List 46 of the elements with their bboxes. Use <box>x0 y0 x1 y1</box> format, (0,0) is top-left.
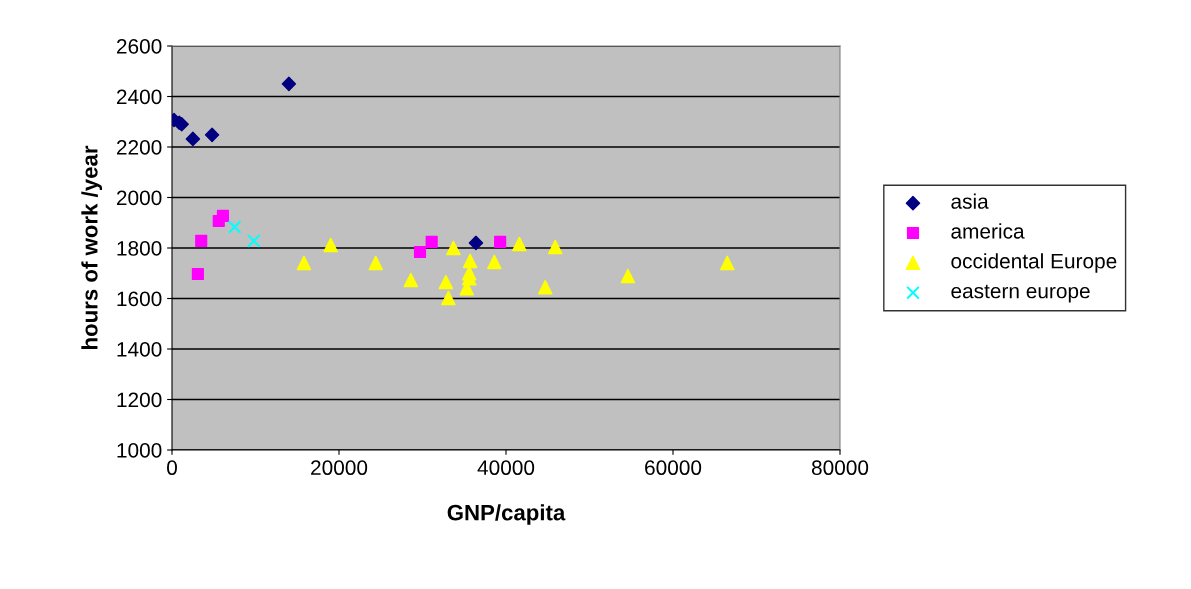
point <box>719 255 735 271</box>
point <box>281 76 297 92</box>
point <box>191 267 204 281</box>
point <box>438 274 454 290</box>
y-tick-label: 2000 <box>116 190 162 206</box>
point <box>547 239 563 255</box>
point <box>368 255 384 271</box>
point <box>403 272 419 288</box>
point <box>216 209 230 223</box>
point <box>227 220 242 234</box>
x-tick-label: 40000 <box>477 460 535 476</box>
x-tick-label: 20000 <box>311 460 368 476</box>
point <box>413 245 427 259</box>
point <box>425 235 438 249</box>
point <box>446 240 461 256</box>
point <box>512 236 527 252</box>
point <box>296 255 312 271</box>
x-tick-label: 80000 <box>811 460 869 476</box>
x-tick-label: 60000 <box>645 460 702 476</box>
point <box>494 235 507 249</box>
y-tick-label: 2400 <box>116 89 162 105</box>
point <box>468 235 484 251</box>
point <box>195 234 208 248</box>
y-tick-label: 1800 <box>117 241 162 256</box>
y-tick-label: 1200 <box>117 392 162 408</box>
y-tick-label: 1600 <box>117 291 162 307</box>
point <box>246 234 261 248</box>
point <box>204 127 220 143</box>
point <box>323 237 338 253</box>
y-tick-label: 2600 <box>116 39 162 54</box>
legend-label: occidental Europe <box>951 253 1117 273</box>
x-axis-title: GNP/capita <box>447 504 566 525</box>
y-tick-label: 2200 <box>116 140 162 155</box>
point <box>537 279 553 295</box>
legend-label: america <box>951 223 1025 239</box>
point <box>441 290 456 306</box>
legend-label: asia <box>951 193 989 209</box>
point <box>620 268 636 284</box>
y-tick-label: 1000 <box>117 443 162 458</box>
point <box>487 254 502 270</box>
x-tick-label: 0 <box>167 460 177 476</box>
y-axis-title: hours of work /year <box>81 145 103 349</box>
y-tick-label: 1400 <box>117 342 162 357</box>
legend-label: eastern europe <box>951 284 1090 303</box>
point <box>185 131 201 147</box>
point <box>462 253 478 269</box>
